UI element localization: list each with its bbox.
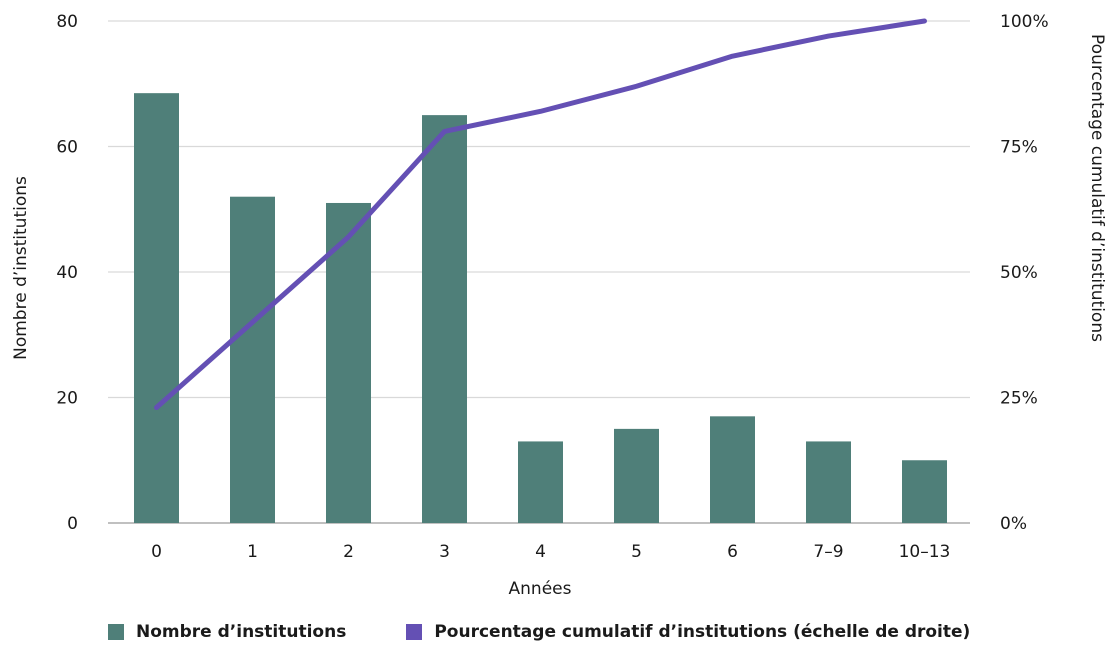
- bar-series: [134, 93, 947, 523]
- line-series-path: [154, 18, 927, 411]
- y-tick-label: 80: [56, 12, 78, 32]
- y2-tick-label: 75%: [1000, 138, 1038, 158]
- legend-swatch-line: [406, 624, 423, 640]
- bar: [422, 115, 467, 523]
- y-tick-label: 40: [56, 263, 78, 283]
- y2-tick-label: 25%: [1000, 389, 1038, 409]
- y-axis-left: 0 20 40 60 80: [56, 12, 78, 534]
- y2-tick-label: 0%: [1000, 514, 1027, 534]
- legend-label-line: Pourcentage cumulatif d’institutions (éc…: [434, 622, 971, 642]
- bar: [518, 441, 563, 523]
- y-axis-right: 0% 25% 50% 75% 100%: [1000, 12, 1049, 534]
- x-tick-label: 7–9: [813, 542, 843, 562]
- bar: [614, 428, 659, 523]
- legend: Nombre d’institutions Pourcentage cumula…: [108, 622, 1030, 642]
- bar: [806, 441, 851, 523]
- y-axis-title: Nombre d’institutions: [11, 176, 31, 360]
- x-axis: 0 1 2 3 4 5 6 7–9 10–13: [151, 542, 950, 562]
- x-axis-title: Années: [509, 579, 572, 599]
- legend-swatch-bars: [108, 624, 124, 640]
- bar: [710, 416, 755, 523]
- y2-tick-label: 100%: [1000, 12, 1049, 32]
- legend-label-bars: Nombre d’institutions: [136, 622, 347, 642]
- bar: [902, 460, 947, 523]
- y-tick-label: 20: [56, 389, 78, 409]
- x-tick-label: 0: [151, 542, 162, 562]
- x-tick-label: 2: [343, 542, 354, 562]
- x-tick-label: 4: [535, 542, 546, 562]
- line-series: [154, 18, 927, 411]
- y2-axis-title: Pourcentage cumulatif d’institutions: [1087, 34, 1107, 342]
- x-tick-label: 1: [247, 542, 258, 562]
- x-tick-label: 3: [439, 542, 450, 562]
- y2-tick-label: 50%: [1000, 263, 1038, 283]
- x-tick-label: 10–13: [899, 542, 951, 562]
- bar: [134, 93, 179, 523]
- y-tick-label: 60: [56, 138, 78, 158]
- y-tick-label: 0: [67, 514, 78, 534]
- bar: [230, 196, 275, 523]
- x-tick-label: 6: [727, 542, 738, 562]
- x-tick-label: 5: [631, 542, 642, 562]
- legend-item-line: Pourcentage cumulatif d’institutions (éc…: [406, 622, 970, 642]
- bar: [326, 202, 371, 523]
- legend-item-bars: Nombre d’institutions: [108, 622, 346, 642]
